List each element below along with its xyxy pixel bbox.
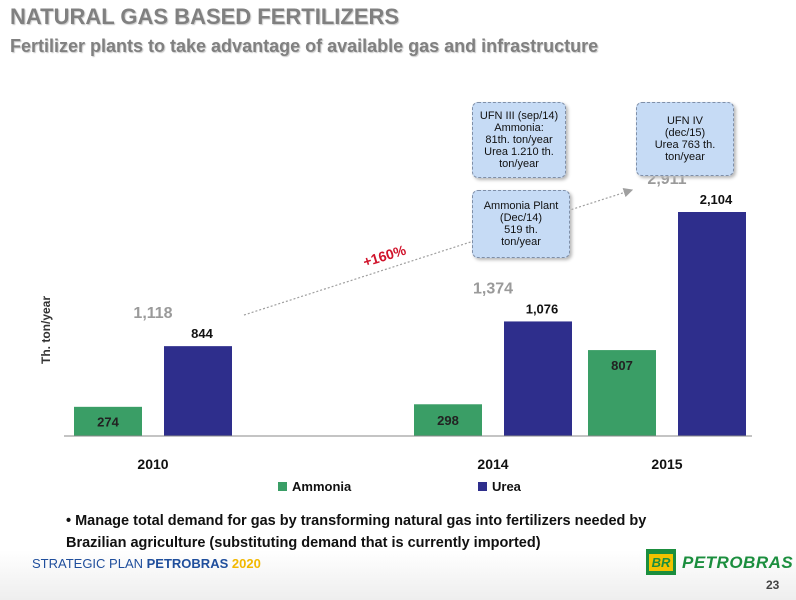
footer-plan-label: STRATEGIC PLAN [32, 556, 144, 571]
legend-swatch-urea [478, 482, 487, 491]
bar-ammonia-2015 [588, 350, 656, 436]
callout-ufn4: UFN IV (dec/15) Urea 763 th. ton/year [636, 102, 734, 176]
x-tick-label-2015: 2015 [651, 456, 682, 472]
br-logo: BR [646, 549, 676, 575]
total-label-2010: 1,118 [133, 305, 172, 322]
data-label-ammonia-2014: 298 [437, 413, 459, 428]
y-axis-label: Th. ton/year [39, 296, 53, 364]
callout-ufn3-text: UFN III (sep/14) Ammonia: 81th. ton/year… [479, 110, 559, 170]
footer-year: 2020 [231, 556, 261, 571]
legend-label-ammonia: Ammonia [292, 479, 352, 494]
footer-company: PETROBRAS [146, 556, 229, 571]
callout-ufn3: UFN III (sep/14) Ammonia: 81th. ton/year… [472, 102, 566, 178]
x-tick-label-2010: 2010 [137, 456, 168, 472]
page-subtitle: Fertilizer plants to take advantage of a… [10, 36, 599, 56]
bar-urea-2014 [504, 321, 572, 436]
legend-label-urea: Urea [492, 479, 522, 494]
callout-ufn4-text: UFN IV (dec/15) Urea 763 th. ton/year [654, 115, 716, 163]
callout-ammonia-plant: Ammonia Plant (Dec/14) 519 th. ton/year [472, 190, 570, 258]
data-label-ammonia-2010: 274 [97, 414, 119, 429]
growth-label: +160% [361, 242, 408, 270]
callout-ammonia-plant-text: Ammonia Plant (Dec/14) 519 th. ton/year [483, 200, 559, 248]
data-label-ammonia-2015: 807 [611, 358, 633, 373]
data-label-urea-2010: 844 [191, 326, 213, 341]
bar-urea-2015 [678, 212, 746, 436]
data-label-urea-2014: 1,076 [526, 301, 559, 316]
legend-swatch-ammonia [278, 482, 287, 491]
x-tick-label-2014: 2014 [477, 456, 508, 472]
growth-arrow [243, 188, 634, 316]
bullet-text: • Manage total demand for gas by transfo… [66, 513, 647, 551]
footer-strategic-plan: STRATEGIC PLAN PETROBRAS 2020 [32, 556, 261, 571]
page-title: NATURAL GAS BASED FERTILIZERS [10, 4, 400, 29]
data-label-urea-2015: 2,104 [700, 192, 733, 207]
br-logo-text: BR [648, 553, 674, 571]
petrobras-wordmark: PETROBRAS [682, 553, 794, 572]
chart-legend: Ammonia Urea [278, 479, 522, 494]
bar-ammonia-2010 [74, 406, 142, 436]
page-number: 23 [766, 578, 780, 592]
total-label-2014: 1,374 [473, 280, 513, 297]
bar-urea-2010 [164, 346, 232, 436]
bar-ammonia-2014 [414, 404, 482, 436]
